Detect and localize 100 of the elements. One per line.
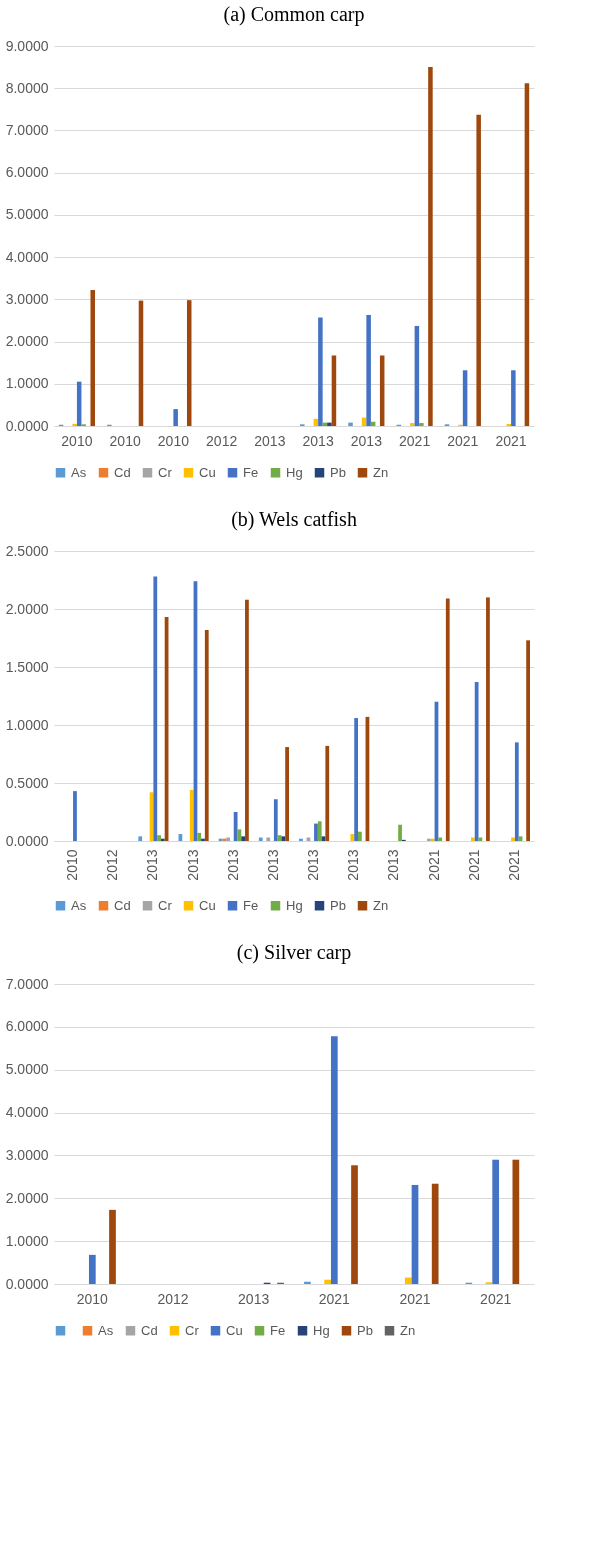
x-tick-label: 2010 <box>157 432 190 449</box>
y-tick-label: 2.5000 <box>5 542 49 559</box>
x-tick-label: 2013 <box>264 849 281 881</box>
legend-label: Cu <box>226 1322 243 1338</box>
bar <box>189 789 194 841</box>
bar <box>204 629 209 841</box>
legend-label: Pb <box>357 1322 373 1338</box>
x-tick-label: 2013 <box>305 849 322 881</box>
x-tick-label: 2013 <box>144 849 161 881</box>
y-tick-label: 1.0000 <box>5 375 49 392</box>
y-tick-label: 0.5000 <box>5 774 49 791</box>
bar <box>330 1036 338 1284</box>
bar <box>512 1159 520 1284</box>
bar <box>348 422 353 426</box>
legend-label: Pb <box>330 464 346 480</box>
x-tick-label: 2021 <box>318 1290 351 1307</box>
legend-label: As <box>98 1322 114 1338</box>
bar <box>245 599 249 841</box>
x-tick-label: 2021 <box>465 849 482 881</box>
legend-label: Cu <box>199 897 216 913</box>
y-tick-label: 2.0000 <box>5 333 49 350</box>
x-tick-label: 2010 <box>76 1290 109 1307</box>
y-tick-label: 6.0000 <box>5 164 49 181</box>
bar <box>445 598 450 841</box>
legend-label: Fe <box>243 897 259 913</box>
legend-label: Zn <box>400 1322 416 1338</box>
bar <box>153 576 158 841</box>
chart-title: (b) Wels catfish <box>231 508 357 531</box>
bar <box>88 1254 96 1284</box>
bar <box>173 409 178 426</box>
legend-label: Fe <box>243 464 259 480</box>
x-tick-label: 2012 <box>104 849 121 881</box>
x-tick-label: 2021 <box>447 432 479 449</box>
x-tick-label: 2021 <box>399 1290 431 1307</box>
legend-label: As <box>71 464 87 480</box>
bar <box>526 640 530 841</box>
y-tick-label: 5.0000 <box>5 1061 49 1078</box>
bar <box>486 597 490 841</box>
bar <box>404 1277 412 1284</box>
bar <box>314 823 318 841</box>
bar <box>157 835 161 841</box>
x-tick-label: 2021 <box>425 849 442 881</box>
x-tick-label: 2021 <box>480 1290 512 1307</box>
bar <box>324 1279 331 1284</box>
x-tick-label: 2013 <box>254 432 286 449</box>
legend-label: Zn <box>373 464 389 480</box>
legend-label: Hg <box>286 464 303 480</box>
legend-label: As <box>71 897 87 913</box>
bar <box>511 837 515 841</box>
bar <box>258 837 263 841</box>
bar <box>354 718 359 841</box>
legend-label: Cr <box>185 1322 200 1338</box>
bar <box>327 422 332 426</box>
bar <box>109 1209 116 1284</box>
x-tick-label: 2021 <box>495 432 527 449</box>
bar <box>90 290 96 426</box>
legend-label: Cd <box>141 1322 158 1338</box>
bar <box>350 834 355 841</box>
bar <box>431 1183 439 1284</box>
bar <box>197 832 202 841</box>
bar <box>304 1281 311 1284</box>
bar <box>281 836 286 841</box>
y-tick-label: 2.0000 <box>5 600 49 617</box>
bar <box>438 837 443 841</box>
legend-label: Cd <box>114 897 131 913</box>
y-tick-label: 1.5000 <box>5 658 49 675</box>
chart-title: (a) Common carp <box>223 3 365 26</box>
legend-label: Cu <box>199 464 216 480</box>
x-tick-label: 2013 <box>350 432 383 449</box>
x-tick-label: 2012 <box>157 1290 189 1307</box>
x-tick-label: 2010 <box>61 432 93 449</box>
bar <box>273 799 278 841</box>
bar <box>266 837 271 841</box>
y-tick-label: 0.0000 <box>5 417 49 434</box>
x-tick-label: 2013 <box>184 849 201 881</box>
y-tick-label: 1.0000 <box>5 1232 49 1249</box>
bar <box>138 836 143 841</box>
legend-label: Cd <box>114 464 131 480</box>
bar <box>366 314 371 426</box>
bar <box>474 682 479 841</box>
bar <box>285 747 289 841</box>
x-tick-label: 2013 <box>345 849 362 881</box>
bar <box>233 812 238 841</box>
legend-label: Pb <box>330 897 346 913</box>
y-tick-label: 2.0000 <box>5 1189 49 1206</box>
legend-label: Cr <box>158 897 173 913</box>
legend-label: Zn <box>373 897 389 913</box>
y-tick-label: 1.0000 <box>5 716 49 733</box>
y-tick-label: 4.0000 <box>5 248 49 265</box>
bar <box>325 745 330 841</box>
bar <box>514 742 519 841</box>
x-tick-label: 2010 <box>109 432 141 449</box>
y-tick-label: 0.0000 <box>5 1275 49 1292</box>
y-tick-label: 7.0000 <box>5 121 49 138</box>
y-tick-label: 9.0000 <box>5 37 49 54</box>
x-tick-label: 2013 <box>224 849 241 881</box>
x-tick-label: 2021 <box>505 849 522 881</box>
x-tick-label: 2013 <box>385 849 402 881</box>
y-tick-label: 7.0000 <box>5 975 49 992</box>
legend-label: Hg <box>286 897 303 913</box>
